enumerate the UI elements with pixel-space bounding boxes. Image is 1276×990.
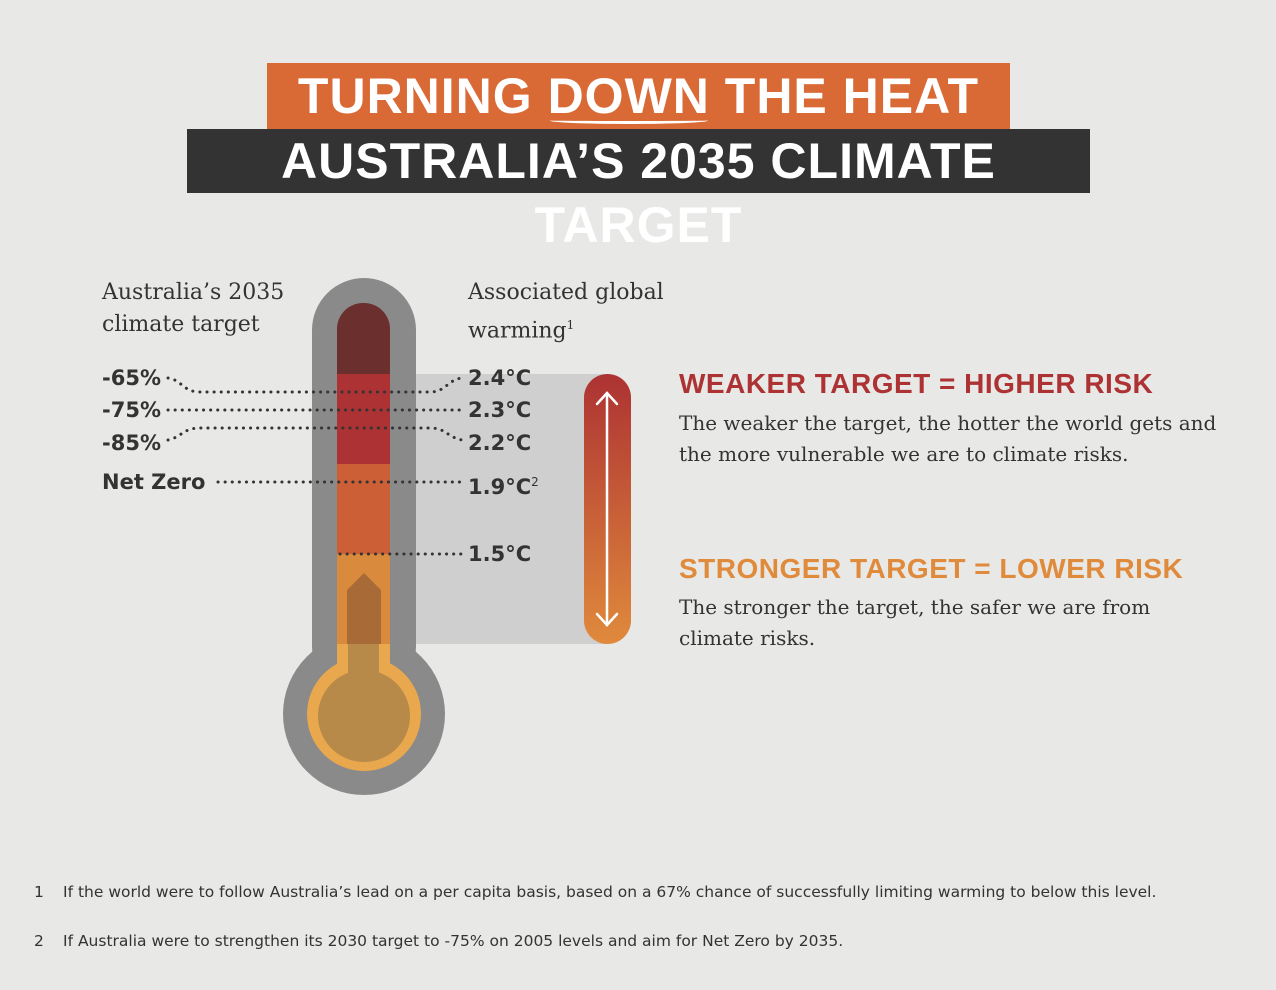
target-label-75: -75%: [102, 398, 161, 422]
footnote-2-text: If Australia were to strengthen its 2030…: [63, 932, 844, 950]
footnote-1-text: If the world were to follow Australia’s …: [63, 883, 1157, 901]
warming-label-1-9: 1.9°C2: [468, 470, 539, 499]
warming-range-band: [415, 374, 608, 644]
leader-lines: [166, 376, 464, 556]
warming-value-1-9: 1.9°C: [468, 475, 532, 499]
warming-label-2-4: 2.4°C: [468, 366, 532, 390]
footnote-1-number: 1: [34, 883, 44, 901]
weaker-target-title: WEAKER TARGET = HIGHER RISK: [679, 368, 1154, 399]
stronger-target-title: STRONGER TARGET = LOWER RISK: [679, 553, 1184, 584]
title-emphasis-down: DOWN: [548, 63, 710, 129]
warming-heading-text: Associated global warming: [468, 280, 664, 344]
stronger-target-body: The stronger the target, the safer we ar…: [679, 595, 1151, 650]
warming-label-2-3: 2.3°C: [468, 398, 532, 422]
target-column-heading: Australia’s 2035 climate target: [102, 280, 285, 337]
footnote-1: 1 If the world were to follow Australia’…: [34, 882, 1214, 903]
target-label-85: -85%: [102, 431, 161, 455]
target-label-net-zero: Net Zero: [102, 470, 206, 494]
title-line-2: AUSTRALIA’S 2035 CLIMATE TARGET: [187, 129, 1090, 253]
footnote-ref-1: 1: [566, 318, 575, 332]
weaker-target-body: The weaker the target, the hotter the wo…: [679, 411, 1217, 466]
thermometer-icon: [283, 278, 445, 795]
target-label-65: -65%: [102, 366, 161, 390]
footnote-ref-2: 2: [531, 475, 539, 489]
warming-label-1-5: 1.5°C: [468, 542, 532, 566]
title-text-before: TURNING: [297, 68, 548, 124]
footnote-2-number: 2: [34, 932, 44, 950]
warming-column-heading: Associated global warming1: [468, 277, 664, 347]
double-arrow-icon: [595, 391, 619, 627]
warming-label-2-2: 2.2°C: [468, 431, 532, 455]
footnote-2: 2 If Australia were to strengthen its 20…: [34, 931, 1214, 952]
